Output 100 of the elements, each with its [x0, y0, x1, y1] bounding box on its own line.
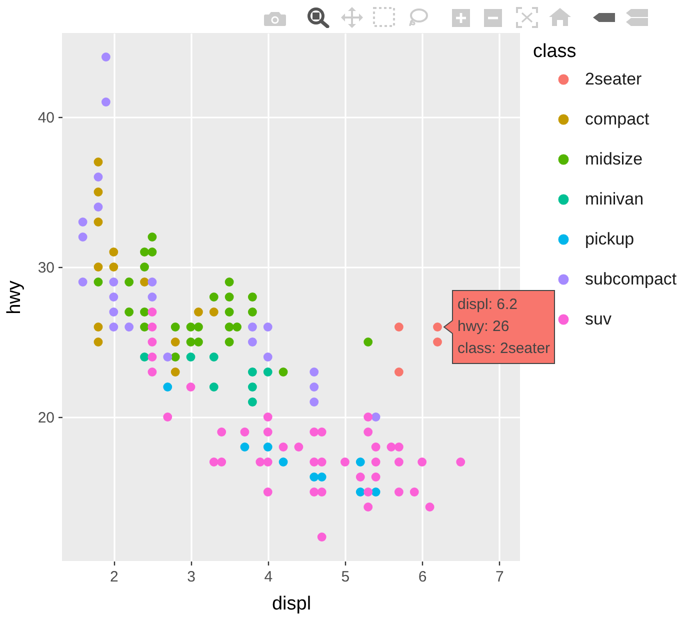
point [140, 322, 149, 332]
point [263, 352, 272, 362]
point [364, 488, 373, 496]
point [364, 428, 373, 436]
point [140, 308, 149, 316]
point [148, 278, 157, 286]
point [94, 262, 103, 272]
legend-label: subcompact [585, 270, 677, 288]
point [371, 488, 380, 496]
point [371, 472, 380, 482]
point [371, 412, 380, 422]
point [217, 458, 226, 466]
point [94, 158, 103, 166]
point [394, 488, 404, 496]
point [248, 292, 257, 302]
point [186, 352, 196, 362]
point [163, 382, 172, 392]
point [78, 218, 88, 226]
point [394, 458, 404, 466]
point [186, 322, 196, 332]
point [140, 262, 149, 272]
point [340, 458, 350, 466]
point [194, 308, 203, 316]
point [248, 398, 257, 406]
point [217, 428, 226, 436]
point [278, 368, 288, 376]
legend-label: suv [585, 310, 612, 328]
point [148, 322, 157, 332]
point [425, 502, 434, 512]
point [263, 442, 272, 452]
legend-label: 2seater [585, 70, 642, 88]
point [148, 352, 157, 362]
point [140, 248, 149, 256]
point [317, 532, 326, 542]
point [232, 322, 242, 332]
legend-title: class [533, 41, 576, 62]
point [148, 338, 157, 346]
point [310, 368, 319, 376]
point [170, 368, 180, 376]
point [163, 412, 172, 422]
point [240, 442, 250, 452]
point [310, 472, 319, 482]
point [140, 352, 149, 362]
point [310, 382, 319, 392]
point [148, 292, 157, 302]
point [433, 338, 442, 346]
point [394, 368, 404, 376]
point [364, 412, 373, 422]
point [209, 458, 218, 466]
point [263, 458, 272, 466]
point [356, 488, 365, 496]
point [394, 442, 404, 452]
point [209, 352, 218, 362]
point [263, 428, 272, 436]
point [418, 458, 427, 466]
point [109, 292, 118, 302]
point [140, 278, 149, 286]
point [224, 322, 234, 332]
point [78, 278, 88, 286]
legend-label: compact [585, 110, 650, 128]
point [224, 278, 234, 286]
point [94, 322, 103, 332]
point [317, 428, 326, 436]
y-tick-label: 40 [38, 110, 54, 126]
y-tick-label: 20 [38, 410, 54, 426]
point [278, 442, 288, 452]
point [109, 278, 118, 286]
x-tick-label: 4 [264, 568, 273, 586]
point [170, 352, 180, 362]
point [94, 278, 103, 286]
point [248, 322, 257, 332]
point [310, 488, 319, 496]
point [209, 382, 218, 392]
x-tick-label: 7 [496, 568, 504, 586]
y-axis-title: hwy [4, 280, 25, 314]
point [263, 368, 272, 376]
point [263, 322, 272, 332]
point [224, 292, 234, 302]
point [433, 322, 442, 332]
legend-label: pickup [585, 230, 634, 248]
point [310, 458, 319, 466]
point [248, 308, 257, 316]
point [278, 458, 288, 466]
point [109, 322, 118, 332]
point [170, 338, 180, 346]
point [194, 338, 203, 346]
point [356, 458, 365, 466]
point [224, 308, 234, 316]
point [101, 98, 110, 106]
point [310, 428, 319, 436]
point [94, 172, 103, 182]
hover-label: displ: 6.2 hwy: 26 class: 2seater [443, 290, 556, 364]
point [371, 458, 380, 466]
x-axis-title: displ [272, 594, 312, 614]
point [101, 52, 110, 62]
point [240, 428, 250, 436]
point [148, 368, 157, 376]
point [78, 232, 88, 242]
point [94, 338, 103, 346]
legend-label: minivan [585, 190, 644, 208]
